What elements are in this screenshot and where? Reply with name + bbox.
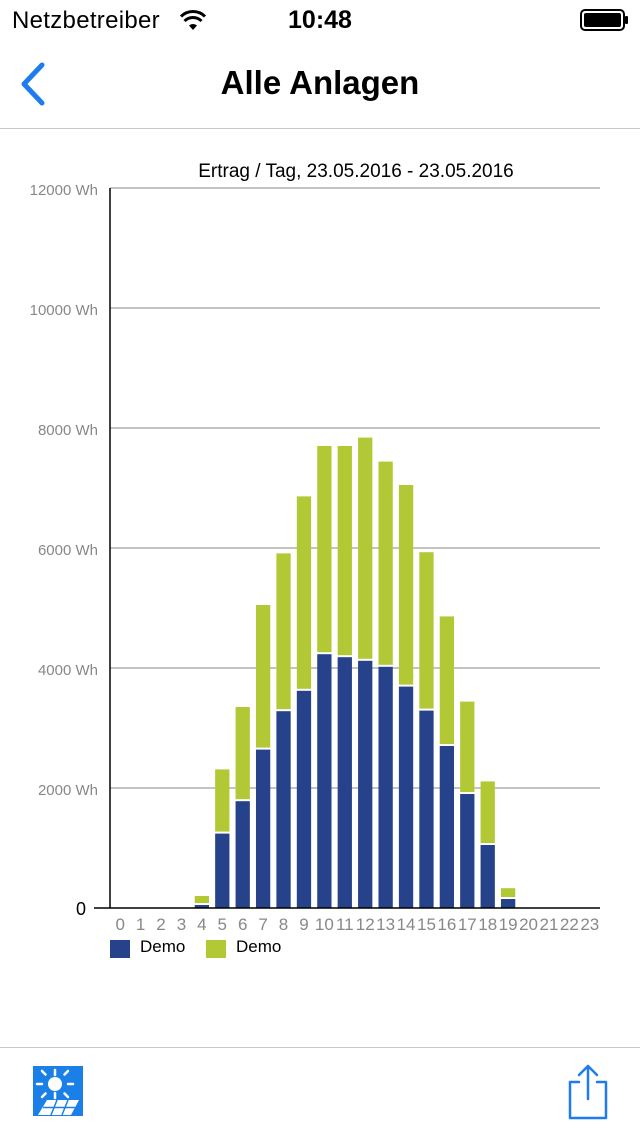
bar-segment	[398, 686, 414, 908]
legend-label: Demo	[140, 937, 185, 956]
share-icon	[568, 1064, 608, 1120]
y-tick-label: 0	[76, 899, 86, 919]
x-tick-label: 20	[519, 915, 538, 934]
bar-segment	[276, 711, 291, 908]
bar-segment	[480, 781, 495, 843]
legend-swatch	[206, 940, 226, 958]
bar-segment	[317, 446, 332, 653]
x-tick-label: 1	[136, 915, 145, 934]
bar-segment	[235, 801, 250, 908]
carrier-label: Netzbetreiber	[12, 7, 160, 34]
x-tick-label: 11	[336, 915, 354, 934]
bar-segment	[255, 605, 271, 748]
app-logo-button[interactable]	[33, 1066, 83, 1116]
x-tick-label: 5	[218, 915, 227, 934]
x-tick-label: 6	[238, 915, 247, 934]
x-tick-label: 2	[156, 915, 165, 934]
bar-segment	[500, 888, 516, 897]
bar-segment	[296, 690, 312, 908]
bar-segment	[215, 833, 230, 908]
chevron-left-icon	[21, 62, 45, 106]
chart-title: Ertrag / Tag, 23.05.2016 - 23.05.2016	[198, 161, 514, 182]
share-button[interactable]	[566, 1064, 610, 1120]
y-tick-label: 10000 Wh	[30, 302, 98, 319]
bar-segment	[460, 794, 475, 908]
bar-segment	[398, 485, 414, 685]
x-tick-label: 17	[458, 915, 477, 934]
x-tick-label: 23	[580, 915, 599, 934]
legend-label: Demo	[236, 937, 281, 956]
y-tick-label: 12000 Wh	[30, 182, 98, 199]
bar-segment	[296, 496, 312, 689]
bar-segment	[337, 657, 352, 908]
x-tick-label: 7	[258, 915, 267, 934]
yield-chart: Ertrag / Tag, 23.05.2016 - 23.05.2016 0 2…	[30, 161, 600, 958]
x-tick-label: 14	[397, 915, 416, 934]
bar-segment	[255, 749, 271, 908]
page-title: Alle Anlagen	[220, 64, 420, 101]
x-tick-label: 18	[478, 915, 497, 934]
bar-segment	[358, 437, 373, 659]
x-tick-label: 15	[417, 915, 436, 934]
bar-segment	[194, 905, 210, 908]
bar-segment	[419, 710, 434, 908]
x-tick-label: 9	[299, 915, 308, 934]
bottom-toolbar	[0, 1047, 640, 1137]
bar-segment	[215, 769, 230, 832]
x-tick-label: 8	[279, 915, 288, 934]
status-bar: Netzbetreiber 10:48	[0, 0, 640, 40]
navigation-bar: Alle Anlagen	[0, 40, 640, 129]
x-tick-label: 13	[376, 915, 395, 934]
legend-swatch	[110, 940, 130, 958]
x-tick-label: 12	[356, 915, 375, 934]
bar-segment	[337, 446, 352, 656]
x-tick-label: 16	[437, 915, 456, 934]
bar-segment	[500, 899, 516, 908]
bar-segment	[439, 746, 455, 908]
y-tick-label: 4000 Wh	[38, 662, 98, 679]
bar-segment	[419, 552, 434, 709]
bar-segment	[439, 616, 455, 744]
bar-segment	[235, 707, 250, 800]
y-tick-label: 6000 Wh	[38, 542, 98, 559]
bar-segment	[194, 896, 210, 903]
x-tick-label: 3	[177, 915, 186, 934]
back-button[interactable]	[8, 54, 58, 114]
bar-segment	[378, 666, 393, 908]
y-tick-label: 8000 Wh	[38, 422, 98, 439]
x-tick-label: 19	[499, 915, 518, 934]
x-tick-label: 4	[197, 915, 206, 934]
bar-segment	[276, 553, 291, 710]
x-tick-label: 0	[115, 915, 124, 934]
bar-segment	[480, 845, 495, 908]
bar-segment	[378, 461, 393, 665]
wifi-icon	[179, 9, 207, 36]
y-tick-label: 2000 Wh	[38, 782, 98, 799]
x-tick-label: 21	[539, 915, 558, 934]
battery-icon	[580, 9, 630, 36]
bar-segment	[358, 660, 373, 908]
bar-segment	[317, 654, 332, 908]
solar-panel-icon	[33, 1066, 83, 1116]
chart-area: Ertrag / Tag, 23.05.2016 - 23.05.2016 0 2…	[0, 129, 640, 1047]
x-tick-label: 22	[560, 915, 579, 934]
x-tick-label: 10	[315, 915, 334, 934]
bar-segment	[460, 701, 475, 792]
status-time: 10:48	[288, 6, 352, 34]
